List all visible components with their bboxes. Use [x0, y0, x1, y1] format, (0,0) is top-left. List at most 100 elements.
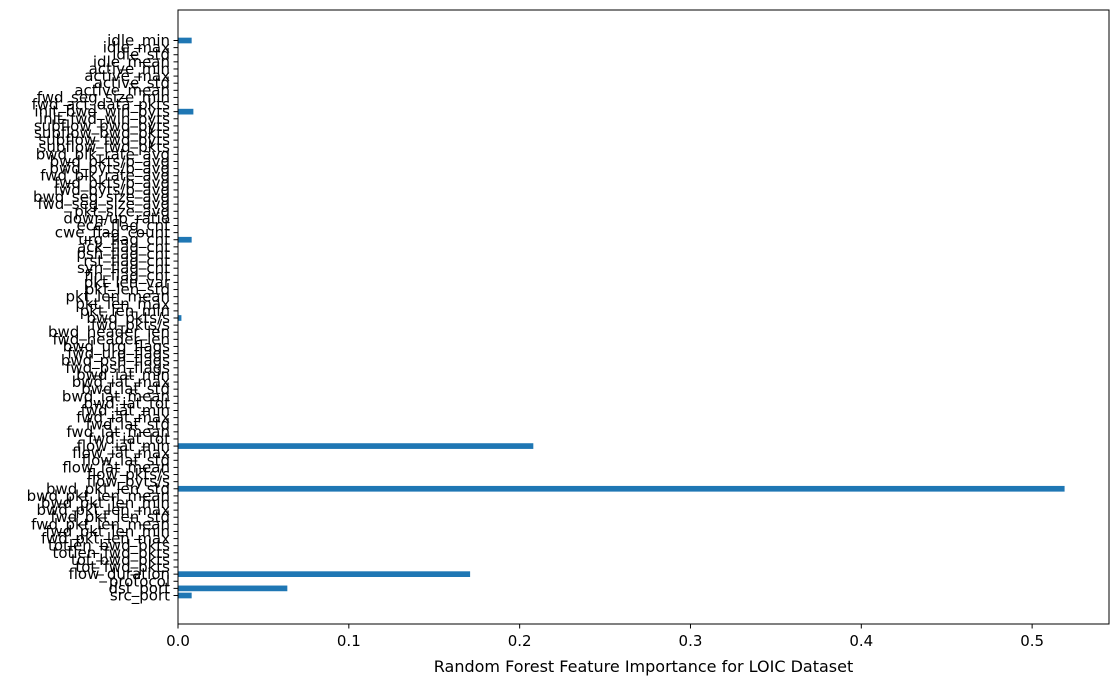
x-tick-label: 0.2	[508, 632, 532, 650]
y-tick-label: fwd_act_data_pkts	[32, 96, 171, 115]
bar-flow_duration	[178, 571, 471, 577]
y-tick-label: psh_flag_cnt	[76, 245, 170, 264]
y-tick-label: subflow_bwd_byts	[34, 117, 170, 136]
y-tick-label: totlen_bwd_pkts	[48, 537, 170, 556]
y-tick-label: flow_duration	[68, 565, 170, 584]
y-tick-label: bwd_seg_size_avg	[33, 188, 170, 207]
x-tick-label: 0.5	[1020, 632, 1044, 650]
y-tick-label: subflow_bwd_pkts	[34, 124, 170, 143]
y-tick-label: fwd_header_len	[52, 330, 170, 349]
y-tick-label: bwd_iat_max	[72, 373, 170, 392]
y-tick-label: bwd_pkts/b_avg	[50, 152, 170, 171]
y-tick-label: down/up_ratio	[63, 209, 170, 228]
y-tick-label: subflow_fwd_byts	[38, 131, 170, 150]
y-axis: src_portdst_portprotocolflow_durationtot…	[27, 32, 178, 606]
y-tick-label: active_mean	[74, 81, 170, 100]
y-tick-label: init_bwd_win_byts	[34, 103, 170, 122]
y-tick-label: fwd_pkt_len_std	[50, 508, 170, 527]
y-tick-label: fwd_seg_size_min	[37, 88, 170, 107]
y-tick-label: fwd_iat_min	[81, 402, 170, 421]
bar-dst_port	[178, 585, 288, 592]
y-tick-label: active_std	[94, 74, 170, 93]
y-tick-label: fwd_iat_max	[76, 409, 170, 428]
y-tick-label: flow_iat_min	[77, 437, 170, 456]
x-tick-label: 0.3	[679, 632, 703, 650]
y-tick-label: fwd_pkt_len_mean	[31, 515, 170, 534]
y-tick-label: bwd_header_len	[48, 323, 170, 342]
x-tick-label: 0.1	[337, 632, 361, 650]
y-tick-label: rst_flag_cnt	[83, 252, 170, 271]
bar-bwd_pkts/s	[178, 315, 182, 321]
y-tick-label: urg_flag_cnt	[78, 231, 170, 250]
y-tick-label: fin_flag_cnt	[84, 266, 170, 285]
y-tick-label: bwd_iat_tot	[84, 394, 171, 413]
y-tick-label: fwd_iat_tot	[88, 430, 170, 449]
y-tick-label: cwe_flag_count	[55, 224, 170, 243]
y-tick-label: bwd_iat_min	[76, 366, 170, 385]
y-tick-label: bwd_blk_rate_avg	[36, 145, 170, 164]
y-tick-label: bwd_psh_flags	[61, 352, 170, 371]
bar-src_port	[178, 592, 192, 599]
y-tick-label: idle_min	[107, 32, 170, 51]
bar-idle_min	[178, 37, 192, 44]
x-tick-label: 0.4	[849, 632, 873, 650]
y-tick-label: fwd_iat_mean	[66, 423, 170, 442]
y-tick-label: active_min	[89, 60, 170, 79]
x-tick-label: 0.0	[166, 632, 190, 650]
bars-layer	[178, 37, 1065, 599]
bar-flow_iat_min	[178, 443, 534, 449]
y-tick-label: flow_iat_std	[82, 451, 170, 470]
y-tick-label: subflow_fwd_pkts	[39, 138, 171, 157]
y-tick-label: pkt_size_avg	[74, 202, 170, 221]
y-tick-label: bwd_urg_flags	[63, 337, 170, 356]
y-tick-label: bwd_iat_std	[81, 380, 170, 399]
y-tick-label: pkt_len_mean	[65, 288, 170, 307]
x-axis: 0.0 0.1 0.2 0.3 0.4 0.5	[166, 624, 1044, 650]
y-tick-label: fwd_urg_flags	[67, 345, 170, 364]
y-tick-label: bwd_byts/b_avg	[49, 160, 170, 179]
y-tick-label: bwd_pkt_len_min	[41, 494, 170, 513]
y-tick-label: dst_port	[109, 579, 171, 598]
y-tick-label: ece_flag_cnt	[76, 217, 170, 236]
y-tick-label: fwd_byts/b_avg	[54, 181, 170, 200]
y-tick-label: fwd_pkt_len_max	[41, 530, 170, 549]
y-tick-label: pkt_len_std	[85, 281, 170, 300]
plot-frame	[177, 9, 1110, 625]
y-tick-label: idle_std	[112, 46, 170, 65]
y-tick-label: tot_fwd_pkts	[75, 558, 170, 577]
y-tick-label: init_fwd_win_byts	[39, 110, 170, 129]
y-tick-label: bwd_iat_mean	[62, 387, 170, 406]
y-tick-label: totlen_fwd_pkts	[52, 544, 170, 563]
y-tick-label: fwd_pkts/s	[91, 316, 170, 335]
y-tick-label: tot_bwd_pkts	[71, 551, 170, 570]
y-tick-label: pkt_len_var	[84, 273, 171, 292]
y-tick-label: fwd_blk_rate_avg	[40, 167, 170, 186]
y-tick-label: fwd_iat_std	[86, 416, 170, 435]
y-tick-label: protocol	[109, 572, 170, 590]
y-tick-label: src_port	[110, 587, 170, 606]
y-tick-label: fwd_pkt_len_min	[45, 522, 170, 541]
bar-urg_flag_cnt	[178, 236, 192, 243]
bar-init_bwd_win_byts	[178, 108, 194, 115]
y-tick-label: bwd_pkt_len_max	[37, 501, 171, 520]
y-tick-label: fwd_psh_flags	[65, 359, 170, 378]
y-tick-label: fwd_pkts/b_avg	[54, 174, 170, 193]
y-tick-label: ack_flag_cnt	[77, 238, 170, 257]
y-tick-label: flow_pkts/s	[87, 466, 170, 485]
y-tick-label: pkt_len_max	[75, 295, 170, 314]
y-tick-label: bwd_pkt_len_std	[46, 480, 170, 499]
x-axis-title: Random Forest Feature Importance for LOI…	[434, 657, 854, 676]
y-tick-label: idle_max	[103, 39, 170, 58]
y-tick-label: flow_iat_mean	[62, 458, 170, 477]
y-tick-label: flow_iat_max	[72, 444, 170, 463]
y-tick-label: pkt_len_min	[80, 302, 170, 321]
y-tick-label: flow_byts/s	[87, 473, 171, 492]
y-tick-label: bwd_pkts/s	[86, 309, 170, 328]
y-tick-label: active_max	[84, 67, 170, 86]
y-tick-label: bwd_pkt_len_mean	[27, 487, 170, 506]
y-tick-label: syn_flag_cnt	[77, 259, 170, 278]
bar-bwd_pkt_len_std	[178, 485, 1065, 492]
y-tick-label: fwd_seg_size_avg	[37, 195, 170, 214]
y-tick-label: idle_mean	[93, 53, 170, 72]
